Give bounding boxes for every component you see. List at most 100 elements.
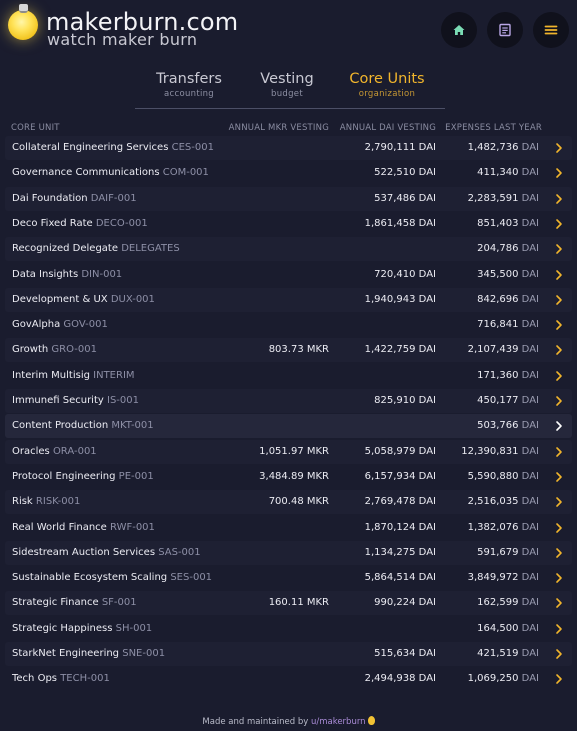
tab-bar: Transfers accounting Vesting budget Core…: [135, 70, 445, 110]
column-header-mkr-vesting[interactable]: ANNUAL MKR VESTING: [228, 123, 329, 133]
expenses-value: 2,283,591: [467, 192, 519, 204]
expenses-cell: 5,590,880 DAI: [468, 465, 539, 489]
dai-vesting-cell: 1,134,275 DAI: [364, 546, 436, 558]
tab-sublabel: accounting: [163, 89, 214, 99]
core-unit-name: Immunefi Security: [12, 395, 104, 406]
chevron-right-icon[interactable]: [554, 597, 564, 609]
dai-vesting-cell: 5,864,514 DAI: [364, 572, 436, 584]
chevron-right-icon[interactable]: [554, 648, 564, 660]
core-unit-cell: GovAlpha GOV-001: [12, 313, 108, 337]
table-row[interactable]: Governance Communications COM-001 522,510…: [5, 161, 572, 185]
table-row[interactable]: Strategic Happiness SH-001 164,500 DAI: [5, 617, 572, 641]
table-row[interactable]: StarkNet Engineering SNE-001 515,634 DAI 4…: [5, 642, 572, 666]
tab-vesting[interactable]: Vesting budget: [243, 70, 331, 99]
expenses-unit: DAI: [521, 293, 539, 305]
expenses-unit: DAI: [521, 470, 539, 482]
table-row[interactable]: Oracles ORA-001 1,051.97 MKR 5,058,979 DAI…: [5, 439, 572, 464]
chevron-right-icon[interactable]: [554, 471, 564, 483]
column-header-dai-vesting[interactable]: ANNUAL DAI VESTING: [339, 123, 436, 133]
core-unit-name: StarkNet Engineering: [12, 648, 120, 659]
core-unit-code: COM-001: [162, 167, 209, 179]
expenses-value: 1,382,076: [467, 521, 519, 533]
chevron-right-icon[interactable]: [554, 142, 564, 154]
chevron-right-icon[interactable]: [554, 446, 564, 458]
table-row[interactable]: Data Insights DIN-001 720,410 DAI 345,500 …: [5, 263, 572, 287]
tab-core-units[interactable]: Core Units organization: [341, 70, 433, 99]
expenses-value: 345,500: [477, 268, 519, 280]
expenses-unit: DAI: [521, 420, 539, 432]
expenses-cell: 1,482,736 DAI: [468, 136, 539, 160]
core-unit-cell: Sidestream Auction Services SAS-001: [12, 541, 201, 565]
table-row[interactable]: Sidestream Auction Services SAS-001 1,134…: [5, 540, 572, 565]
menu-button[interactable]: [533, 12, 569, 48]
core-unit-name: Recognized Delegate: [12, 243, 118, 255]
expenses-unit: DAI: [521, 546, 539, 558]
chevron-right-icon[interactable]: [554, 420, 564, 432]
dai-vesting-cell: 537,486 DAI: [374, 192, 436, 204]
dai-vesting-cell: 1,940,943 DAI: [364, 293, 436, 305]
expenses-cell: 1,382,076 DAI: [468, 516, 539, 540]
home-button[interactable]: [441, 12, 477, 48]
lightbulb-logo-icon[interactable]: [8, 4, 40, 44]
mkr-vesting-cell: 803.73 MKR: [268, 344, 329, 356]
table-row[interactable]: Immunefi Security IS-001 825,910 DAI 450,1…: [5, 389, 572, 413]
chevron-right-icon[interactable]: [554, 344, 564, 356]
table-row[interactable]: Content Production MKT-001 503,766 DAI: [5, 414, 572, 439]
table-row[interactable]: Dai Foundation DAIF-001 537,486 DAI 2,283,…: [5, 186, 572, 211]
tab-transfers[interactable]: Transfers accounting: [145, 70, 233, 99]
core-unit-code: DELEGATES: [121, 243, 180, 255]
chevron-right-icon[interactable]: [554, 218, 564, 230]
core-unit-cell: Governance Communications COM-001: [12, 161, 209, 185]
expenses-cell: 411,340 DAI: [477, 161, 539, 185]
expenses-cell: 2,283,591 DAI: [468, 187, 539, 211]
core-unit-code: PE-001: [118, 470, 154, 482]
chevron-right-icon[interactable]: [554, 269, 564, 281]
expenses-value: 1,069,250: [467, 673, 519, 685]
chevron-right-icon[interactable]: [554, 395, 564, 407]
expenses-value: 842,696: [477, 293, 519, 305]
chevron-right-icon[interactable]: [554, 572, 564, 584]
expenses-value: 171,360: [477, 369, 519, 381]
table-row[interactable]: Growth GRO-001 803.73 MKR 1,422,759 DAI 2,1…: [5, 338, 572, 363]
table-row[interactable]: Collateral Engineering Services CES-001 2…: [5, 136, 572, 160]
brand-title[interactable]: makerburn.com: [46, 8, 239, 36]
docs-button[interactable]: [487, 12, 523, 48]
table-row[interactable]: Interim Multisig INTERIM 171,360 DAI: [5, 364, 572, 388]
table-row[interactable]: Real World Finance RWF-001 1,870,124 DAI 1…: [5, 516, 572, 540]
table-row[interactable]: Tech Ops TECH-001 2,494,938 DAI 1,069,250 …: [5, 667, 572, 691]
expenses-unit: DAI: [521, 648, 539, 659]
core-unit-cell: Recognized Delegate DELEGATES: [12, 237, 180, 261]
chevron-right-icon[interactable]: [554, 319, 564, 331]
table-row[interactable]: Protocol Engineering PE-001 3,484.89 MKR 6…: [5, 465, 572, 489]
dai-vesting-cell: 522,510 DAI: [374, 167, 436, 179]
chevron-right-icon[interactable]: [554, 294, 564, 306]
core-unit-name: Content Production: [12, 420, 109, 432]
core-unit-cell: Risk RISK-001: [12, 490, 80, 514]
dai-vesting-cell: 2,494,938 DAI: [364, 673, 436, 685]
expenses-unit: DAI: [521, 395, 539, 406]
chevron-right-icon[interactable]: [554, 193, 564, 205]
table-row[interactable]: GovAlpha GOV-001 716,841 DAI: [5, 313, 572, 337]
chevron-right-icon[interactable]: [554, 623, 564, 635]
tab-divider: [135, 108, 445, 109]
chevron-right-icon[interactable]: [554, 496, 564, 508]
expenses-cell: 450,177 DAI: [477, 389, 539, 413]
column-header-core-unit[interactable]: CORE UNIT: [11, 123, 60, 133]
table-row[interactable]: Strategic Finance SF-001 160.11 MKR 990,22…: [5, 591, 572, 616]
table-row[interactable]: Risk RISK-001 700.48 MKR 2,769,478 DAI 2,51…: [5, 490, 572, 515]
core-unit-code: DECO-001: [95, 217, 148, 229]
expenses-value: 2,107,439: [467, 344, 519, 356]
chevron-right-icon[interactable]: [554, 370, 564, 382]
table-row[interactable]: Recognized Delegate DELEGATES 204,786 DAI: [5, 237, 572, 262]
chevron-right-icon[interactable]: [554, 547, 564, 559]
footer-link[interactable]: u/makerburn: [310, 717, 366, 727]
chevron-right-icon[interactable]: [554, 167, 564, 179]
chevron-right-icon[interactable]: [554, 673, 564, 685]
chevron-right-icon[interactable]: [554, 243, 564, 255]
table-row[interactable]: Sustainable Ecosystem Scaling SES-001 5,8…: [5, 566, 572, 590]
table-row[interactable]: Deco Fixed Rate DECO-001 1,861,458 DAI 851…: [5, 212, 572, 236]
core-unit-cell: Protocol Engineering PE-001: [12, 465, 154, 489]
chevron-right-icon[interactable]: [554, 522, 564, 534]
table-row[interactable]: Development & UX DUX-001 1,940,943 DAI 842…: [5, 287, 572, 312]
column-header-expenses[interactable]: EXPENSES LAST YEAR: [445, 123, 542, 133]
